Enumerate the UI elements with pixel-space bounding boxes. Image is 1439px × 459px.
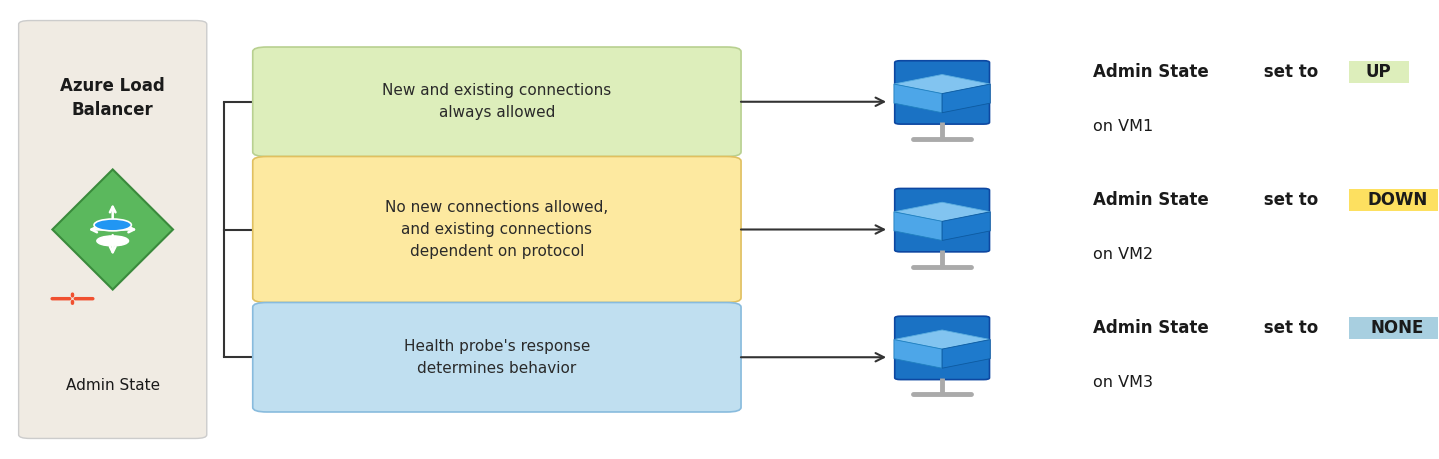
- Polygon shape: [894, 330, 990, 349]
- Text: set to: set to: [1258, 63, 1324, 81]
- Polygon shape: [894, 202, 990, 221]
- Text: Health probe's response
determines behavior: Health probe's response determines behav…: [404, 339, 590, 375]
- Polygon shape: [894, 74, 990, 94]
- Text: Admin State: Admin State: [1092, 319, 1209, 336]
- FancyBboxPatch shape: [1348, 317, 1439, 339]
- Polygon shape: [52, 169, 173, 290]
- Text: DOWN: DOWN: [1367, 191, 1427, 209]
- Text: Azure Load
Balancer: Azure Load Balancer: [60, 77, 165, 119]
- Polygon shape: [894, 212, 943, 241]
- FancyBboxPatch shape: [895, 61, 990, 124]
- Text: set to: set to: [1258, 319, 1324, 336]
- Text: Admin State: Admin State: [1092, 63, 1209, 81]
- FancyBboxPatch shape: [253, 157, 741, 302]
- Text: New and existing connections
always allowed: New and existing connections always allo…: [383, 84, 612, 120]
- Polygon shape: [943, 340, 990, 368]
- Polygon shape: [894, 84, 943, 113]
- FancyBboxPatch shape: [1348, 189, 1439, 211]
- FancyBboxPatch shape: [253, 302, 741, 412]
- FancyBboxPatch shape: [1348, 61, 1409, 83]
- FancyBboxPatch shape: [895, 316, 990, 380]
- Circle shape: [94, 219, 131, 231]
- FancyBboxPatch shape: [895, 189, 990, 252]
- Text: on VM2: on VM2: [1092, 247, 1153, 262]
- FancyBboxPatch shape: [19, 21, 207, 438]
- Text: on VM3: on VM3: [1092, 375, 1153, 390]
- Text: on VM1: on VM1: [1092, 119, 1153, 134]
- Text: set to: set to: [1258, 191, 1324, 209]
- Text: UP: UP: [1366, 63, 1392, 81]
- Polygon shape: [943, 84, 990, 113]
- Text: No new connections allowed,
and existing connections
dependent on protocol: No new connections allowed, and existing…: [386, 201, 609, 258]
- Polygon shape: [943, 212, 990, 241]
- Text: NONE: NONE: [1371, 319, 1425, 336]
- Text: Admin State: Admin State: [1092, 191, 1209, 209]
- Text: Admin State: Admin State: [66, 378, 160, 393]
- Polygon shape: [894, 340, 943, 368]
- Circle shape: [96, 236, 128, 246]
- FancyBboxPatch shape: [253, 47, 741, 157]
